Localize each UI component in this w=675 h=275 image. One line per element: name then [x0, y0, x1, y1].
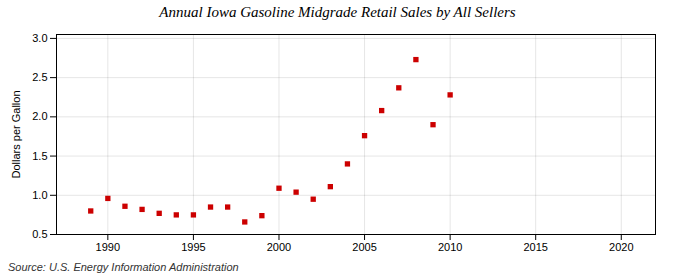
svg-text:2.0: 2.0	[32, 110, 47, 122]
svg-text:1995: 1995	[181, 241, 205, 253]
svg-text:2.5: 2.5	[32, 71, 47, 83]
svg-text:1.5: 1.5	[32, 150, 47, 162]
svg-text:3.0: 3.0	[32, 32, 47, 44]
html-text:Annual Iowa Gasoline Midgrade: Annual Iowa Gasoline Midgrade Retail Sal…	[159, 4, 516, 20]
svg-text:2015: 2015	[523, 241, 547, 253]
svg-text:2000: 2000	[267, 241, 291, 253]
svg-text:2010: 2010	[438, 241, 462, 253]
svg-text:1.0: 1.0	[32, 189, 47, 201]
svg-text:Dollars per Gallon: Dollars per Gallon	[10, 90, 22, 178]
svg-text:1990: 1990	[96, 241, 120, 253]
svg-text:0.5: 0.5	[32, 228, 47, 240]
svg-text:2020: 2020	[609, 241, 633, 253]
svg-text:2005: 2005	[352, 241, 376, 253]
html-text:Source: U.S. Energy Informatio: Source: U.S. Energy Information Administ…	[8, 261, 239, 273]
